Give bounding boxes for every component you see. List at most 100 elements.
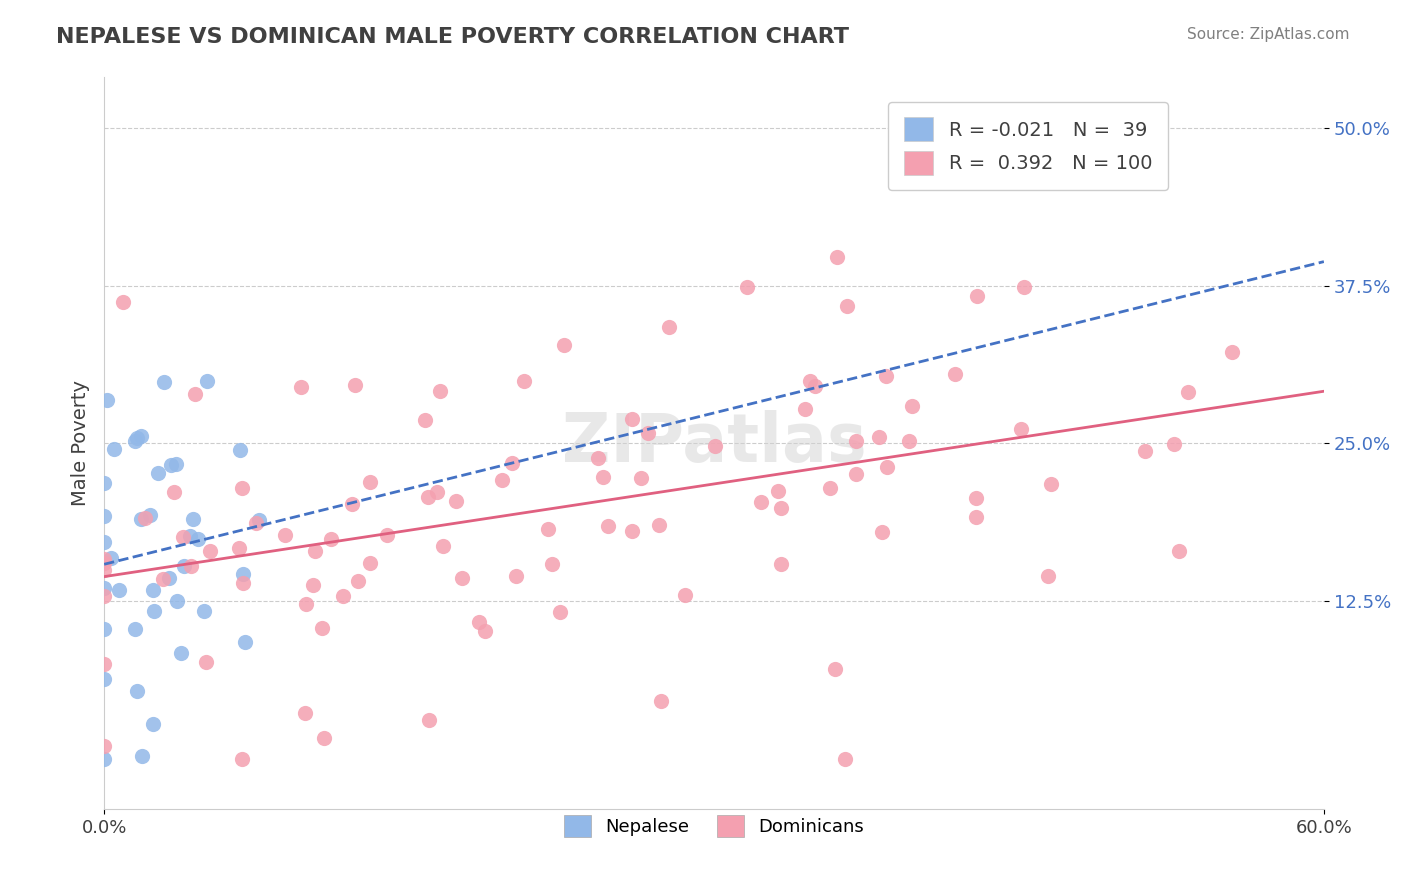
Point: [231, 481, 253, 495]
Point: [180, 558, 202, 573]
Point: [93, 739, 115, 753]
Point: [111, 295, 134, 310]
Point: [648, 518, 671, 533]
Point: [1177, 384, 1199, 399]
Point: [93, 752, 115, 766]
Point: [295, 597, 318, 611]
Point: [103, 442, 125, 456]
Point: [868, 430, 890, 444]
Point: [1220, 345, 1243, 359]
Point: [172, 531, 194, 545]
Point: [93, 556, 115, 570]
Point: [429, 384, 451, 399]
Point: [359, 556, 381, 570]
Point: [195, 656, 218, 670]
Point: [179, 529, 201, 543]
Point: [432, 539, 454, 553]
Point: [108, 582, 131, 597]
Point: [837, 299, 859, 313]
Point: [703, 439, 725, 453]
Point: [621, 524, 644, 538]
Point: [900, 399, 922, 413]
Point: [152, 572, 174, 586]
Point: [825, 250, 848, 264]
Point: [658, 319, 681, 334]
Point: [139, 508, 162, 522]
Point: [541, 557, 564, 571]
Point: [159, 458, 181, 472]
Point: [228, 442, 250, 457]
Point: [804, 378, 827, 392]
Point: [96, 393, 118, 408]
Point: [187, 532, 209, 546]
Point: [770, 558, 793, 572]
Point: [142, 717, 165, 731]
Point: [245, 516, 267, 530]
Point: [834, 752, 856, 766]
Point: [347, 574, 370, 589]
Point: [735, 280, 758, 294]
Point: [630, 471, 652, 485]
Point: [1039, 476, 1062, 491]
Point: [793, 401, 815, 416]
Point: [501, 456, 523, 470]
Point: [426, 485, 449, 500]
Point: [845, 434, 868, 449]
Point: [183, 387, 205, 401]
Point: [247, 513, 270, 527]
Point: [444, 493, 467, 508]
Point: [1168, 544, 1191, 558]
Point: [818, 481, 841, 495]
Point: [146, 466, 169, 480]
Point: [548, 605, 571, 619]
Point: [93, 508, 115, 523]
Point: [231, 752, 253, 766]
Point: [294, 706, 316, 720]
Point: [129, 428, 152, 442]
Point: [127, 684, 149, 698]
Point: [344, 377, 367, 392]
Point: [274, 528, 297, 542]
Point: [93, 589, 115, 603]
Point: [673, 588, 696, 602]
Point: [824, 662, 846, 676]
Point: [166, 594, 188, 608]
Point: [650, 694, 672, 708]
Point: [93, 672, 115, 686]
Point: [416, 490, 439, 504]
Point: [1135, 443, 1157, 458]
Point: [153, 375, 176, 389]
Point: [450, 571, 472, 585]
Point: [157, 571, 180, 585]
Point: [876, 460, 898, 475]
Point: [845, 467, 868, 481]
Y-axis label: Male Poverty: Male Poverty: [72, 380, 90, 507]
Point: [231, 566, 253, 581]
Point: [1163, 436, 1185, 450]
Point: [513, 374, 536, 388]
Point: [195, 374, 218, 388]
Point: [170, 646, 193, 660]
Point: [620, 412, 643, 426]
Point: [637, 426, 659, 441]
Point: [505, 569, 527, 583]
Point: [93, 657, 115, 672]
Point: [125, 432, 148, 446]
Point: [537, 522, 560, 536]
Point: [474, 624, 496, 639]
Point: [93, 563, 115, 577]
Point: [770, 500, 793, 515]
Point: [321, 532, 343, 546]
Point: [418, 713, 440, 727]
Point: [875, 368, 897, 383]
Legend: Nepalese, Dominicans: Nepalese, Dominicans: [557, 807, 872, 844]
Point: [592, 470, 614, 484]
Text: NEPALESE VS DOMINICAN MALE POVERTY CORRELATION CHART: NEPALESE VS DOMINICAN MALE POVERTY CORRE…: [56, 27, 849, 46]
Point: [943, 367, 966, 381]
Point: [93, 622, 115, 636]
Point: [375, 527, 398, 541]
Text: ZIPatlas: ZIPatlas: [562, 410, 866, 476]
Point: [1010, 422, 1032, 436]
Point: [131, 512, 153, 526]
Point: [181, 512, 204, 526]
